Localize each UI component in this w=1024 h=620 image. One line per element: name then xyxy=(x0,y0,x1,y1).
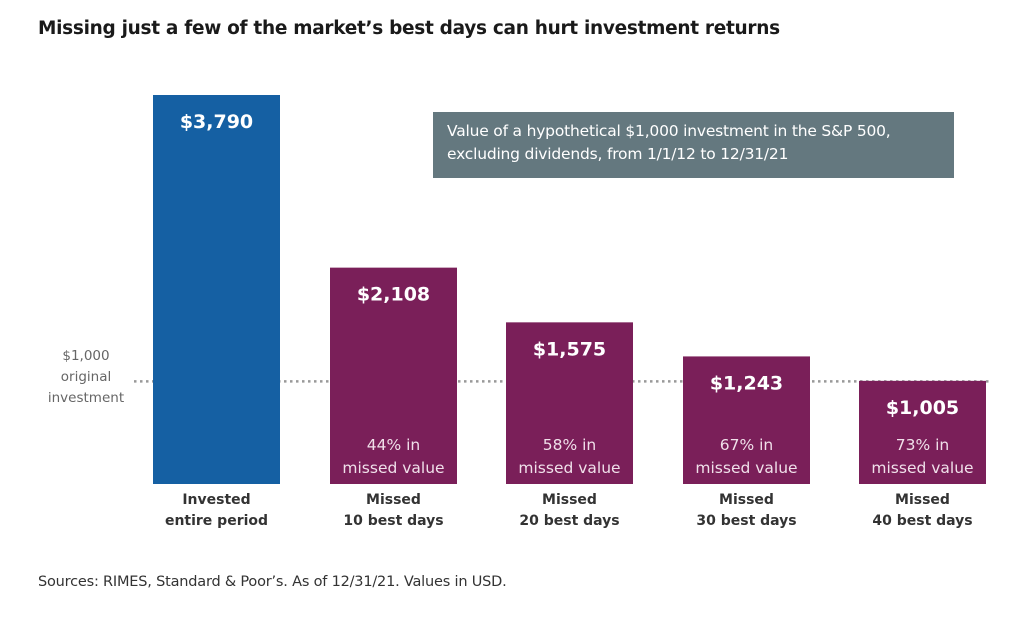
category-label: 10 best days xyxy=(343,513,443,529)
value-label: $1,575 xyxy=(533,338,606,360)
missed-value-label: 44% in xyxy=(367,436,421,454)
category-label: Missed xyxy=(366,492,421,508)
chart-title: Missing just a few of the market’s best … xyxy=(38,18,780,39)
reference-label-line: original xyxy=(60,369,112,385)
bar xyxy=(859,380,986,484)
bar xyxy=(506,322,633,484)
annotation-box: Value of a hypothetical $1,000 investmen… xyxy=(433,112,954,178)
missed-value-label: missed value xyxy=(695,459,797,477)
value-label: $1,243 xyxy=(710,372,783,394)
category-label: 40 best days xyxy=(872,513,972,529)
reference-label: $1,000 original investment xyxy=(40,346,132,409)
category-label: entire period xyxy=(165,513,268,529)
missed-value-label: 58% in xyxy=(543,436,597,454)
category-label: Invested xyxy=(182,492,250,508)
missed-value-label: missed value xyxy=(518,459,620,477)
category-label: Missed xyxy=(895,492,950,508)
reference-label-line: investment xyxy=(47,390,125,406)
category-label: 20 best days xyxy=(519,513,619,529)
bar xyxy=(683,356,810,484)
bar xyxy=(153,95,280,484)
missed-value-label: missed value xyxy=(871,459,973,477)
value-label: $3,790 xyxy=(180,111,253,133)
value-label: $1,005 xyxy=(886,397,959,419)
missed-value-label: 67% in xyxy=(720,436,774,454)
category-label: Missed xyxy=(542,492,597,508)
category-label: 30 best days xyxy=(696,513,796,529)
missed-value-label: 73% in xyxy=(896,436,950,454)
missed-value-label: missed value xyxy=(342,459,444,477)
reference-label-line: $1,000 xyxy=(62,348,110,364)
value-label: $2,108 xyxy=(357,284,430,306)
source-note: Sources: RIMES, Standard & Poor’s. As of… xyxy=(38,574,507,590)
category-label: Missed xyxy=(719,492,774,508)
bar xyxy=(330,267,457,484)
